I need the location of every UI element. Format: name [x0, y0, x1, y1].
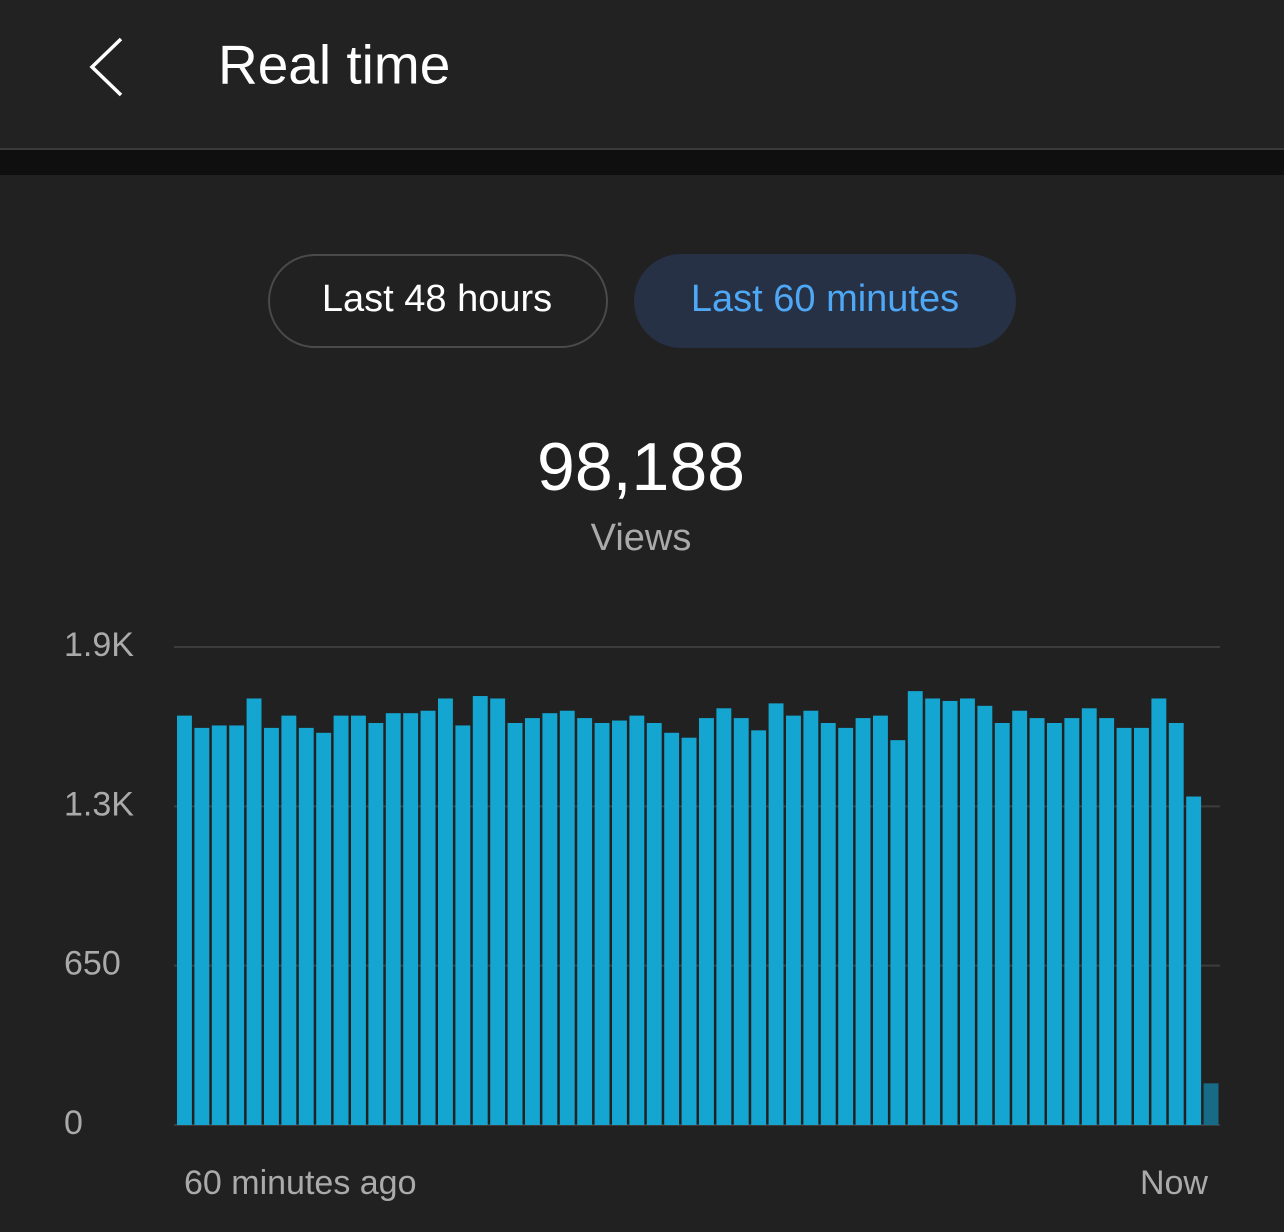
- bar: [820, 722, 836, 1125]
- bar: [629, 715, 645, 1125]
- bar: [316, 732, 332, 1125]
- y-tick-label: 1.9K: [64, 626, 134, 664]
- bar: [1099, 718, 1115, 1125]
- bar: [403, 713, 419, 1125]
- bar: [664, 732, 680, 1125]
- tab-label-active[interactable]: Last 60 minutes: [691, 278, 959, 320]
- y-tick-label: 650: [64, 945, 121, 983]
- bar: [1203, 1083, 1219, 1125]
- bar: [1134, 727, 1149, 1125]
- bar: [768, 703, 784, 1125]
- bar: [211, 725, 227, 1125]
- bar: [385, 713, 401, 1125]
- bar: [855, 718, 871, 1125]
- bar: [925, 698, 941, 1125]
- separator-band: [0, 150, 1284, 175]
- bar: [1168, 722, 1184, 1125]
- chart: 0 650 1.3K 1.9K 60 minutes ago Now: [64, 626, 1220, 1202]
- bar: [716, 708, 732, 1125]
- bar: [1151, 698, 1167, 1125]
- tab-button-active[interactable]: [634, 254, 1016, 348]
- tab-label[interactable]: Last 48 hours: [322, 278, 552, 320]
- bar: [803, 710, 819, 1125]
- bar: [577, 718, 593, 1125]
- bar: [455, 725, 471, 1125]
- divider: [0, 148, 1284, 150]
- bar: [1047, 722, 1062, 1125]
- bar: [490, 698, 506, 1125]
- bar: [594, 722, 610, 1125]
- bar: [838, 727, 854, 1125]
- bar: [525, 718, 540, 1125]
- app-bar: [0, 0, 1284, 148]
- bar: [960, 698, 975, 1125]
- bar: [733, 718, 749, 1125]
- bar: [281, 715, 297, 1125]
- bar: [786, 715, 801, 1125]
- bar: [890, 740, 906, 1125]
- bar: [681, 737, 697, 1125]
- total-views: 98,188: [537, 429, 745, 505]
- bar: [368, 722, 384, 1125]
- bar: [1186, 796, 1202, 1125]
- bar: [907, 691, 923, 1125]
- bar: [559, 710, 575, 1125]
- bar: [333, 715, 349, 1125]
- bar: [1012, 710, 1028, 1125]
- bar: [420, 710, 436, 1125]
- tab-button[interactable]: [268, 254, 608, 348]
- bar: [194, 727, 210, 1125]
- bar: [994, 722, 1010, 1125]
- total-label: Views: [591, 517, 692, 559]
- bar: [542, 713, 558, 1125]
- bar: [1064, 718, 1080, 1125]
- bar: [177, 715, 192, 1125]
- bar: [699, 718, 714, 1125]
- y-tick-label: 1.3K: [64, 785, 134, 823]
- bar: [1081, 708, 1097, 1125]
- bar: [438, 698, 453, 1125]
- bar: [1029, 718, 1045, 1125]
- y-tick-label: 0: [64, 1104, 83, 1142]
- bar: [646, 722, 662, 1125]
- bar: [264, 727, 279, 1125]
- bar: [977, 705, 993, 1125]
- bar: [612, 720, 627, 1125]
- back-button[interactable]: [89, 37, 123, 97]
- page-title: Real time: [218, 34, 450, 96]
- bar: [942, 700, 958, 1125]
- bar: [351, 715, 366, 1125]
- bar: [1116, 727, 1132, 1125]
- bar: [229, 725, 245, 1125]
- bar: [472, 696, 488, 1125]
- bar: [246, 698, 262, 1125]
- bar: [751, 730, 767, 1125]
- x-axis-label: 60 minutes ago: [184, 1164, 417, 1202]
- bar: [507, 722, 523, 1125]
- bar: [298, 727, 314, 1125]
- bar: [873, 715, 888, 1125]
- x-axis-label: Now: [1140, 1164, 1208, 1202]
